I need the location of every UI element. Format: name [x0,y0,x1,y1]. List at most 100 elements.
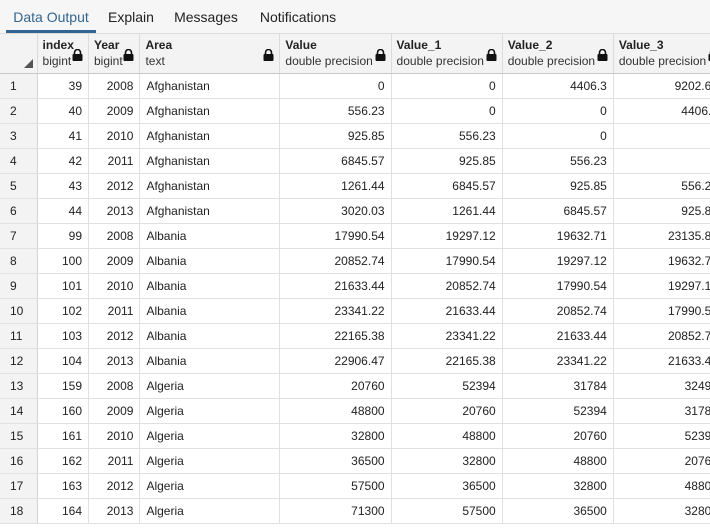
column-header-value-2[interactable]: Value_2 double precision [502,34,614,74]
table-row[interactable]: 131592008Algeria20760523943178432499 [0,373,710,399]
table-cell[interactable]: 2011 [88,148,141,174]
table-cell[interactable]: 36500 [502,498,614,524]
table-cell[interactable]: 21633.44 [391,298,503,324]
table-cell[interactable]: 0 [613,123,710,149]
table-cell[interactable]: Albania [139,223,281,249]
table-row[interactable]: 8 100 2009 Albania 20852.74 17990.54 19297.12 1… [0,248,710,274]
table-cell[interactable]: 3020.03 [279,198,392,224]
table-cell[interactable]: 100 [37,248,90,274]
table-cell[interactable]: 57500 [279,473,392,499]
table-cell[interactable]: 41 [37,123,90,149]
table-cell[interactable]: 31784 [502,373,614,399]
table-row[interactable]: 5 43 2012 Afghanistan 1261.44 6845.57 925.85 55… [0,173,710,199]
table-cell[interactable]: 22906.47 [279,348,392,374]
table-cell[interactable]: Algeria [139,498,281,524]
table-cell[interactable]: 6845.57 [502,198,614,224]
table-cell[interactable]: 19297.12 [391,223,503,249]
table-cell[interactable]: 21633.44 [613,348,710,374]
table-cell[interactable]: 20760 [279,373,392,399]
table-cell[interactable]: 48800 [613,473,710,499]
table-cell[interactable]: 2011 [88,298,141,324]
table-cell[interactable]: Afghanistan [139,198,281,224]
table-row[interactable]: 12 104 2013 Albania 22906.47 22165.38 23341.22… [0,348,710,374]
table-cell[interactable]: 20852.74 [391,273,503,299]
table-cell[interactable]: 0 [613,148,710,174]
table-cell[interactable]: 48800 [391,423,503,449]
table-cell[interactable]: 2012 [88,173,141,199]
table-cell[interactable]: 2008 [88,373,141,399]
table-cell[interactable]: 2009 [88,398,141,424]
table-cell[interactable]: 6845.57 [279,148,392,174]
table-cell[interactable]: 20760 [391,398,503,424]
table-cell[interactable]: 164 [37,498,90,524]
table-cell[interactable]: 19632.71 [613,248,710,274]
table-cell[interactable]: 2013 [88,348,141,374]
table-cell[interactable]: 101 [37,273,90,299]
table-cell[interactable]: 20760 [502,423,614,449]
table-cell[interactable]: 4406.3 [502,73,614,99]
table-cell[interactable]: Algeria [139,373,281,399]
table-row[interactable]: 7 99 2008 Albania 17990.54 19297.12 19632.71 23… [0,223,710,249]
table-cell[interactable]: Algeria [139,423,281,449]
table-cell[interactable]: 102 [37,298,90,324]
column-header-area[interactable]: Area text [139,34,281,74]
table-cell[interactable]: 32800 [613,498,710,524]
table-cell[interactable]: Albania [139,348,281,374]
table-cell[interactable]: 21633.44 [502,323,614,349]
table-cell[interactable]: 556.23 [502,148,614,174]
table-row[interactable]: 161622011Algeria36500328004880020760 [0,448,710,474]
column-header-value-3[interactable]: Value_3 double precision [613,34,710,74]
table-cell[interactable]: 0 [502,98,614,124]
column-header-value-1[interactable]: Value_1 double precision [391,34,503,74]
table-cell[interactable]: 103 [37,323,90,349]
table-cell[interactable]: 0 [279,73,392,99]
row-number[interactable]: 3 [0,123,38,149]
column-header-year[interactable]: Year bigint [88,34,141,74]
row-number[interactable]: 18 [0,498,38,524]
row-number[interactable]: 11 [0,323,38,349]
table-cell[interactable]: Albania [139,298,281,324]
table-cell[interactable]: 556.23 [391,123,503,149]
table-cell[interactable]: 2008 [88,223,141,249]
table-cell[interactable]: 71300 [279,498,392,524]
table-cell[interactable]: 32800 [279,423,392,449]
table-cell[interactable]: 0 [391,98,503,124]
table-cell[interactable]: 17990.54 [391,248,503,274]
table-cell[interactable]: 19297.12 [613,273,710,299]
table-cell[interactable]: 162 [37,448,90,474]
table-cell[interactable]: 19297.12 [502,248,614,274]
row-number[interactable]: 4 [0,148,38,174]
row-number[interactable]: 15 [0,423,38,449]
table-cell[interactable]: 2012 [88,473,141,499]
table-cell[interactable]: Algeria [139,473,281,499]
row-number[interactable]: 14 [0,398,38,424]
table-cell[interactable]: 556.23 [279,98,392,124]
table-cell[interactable]: Afghanistan [139,173,281,199]
table-row[interactable]: 151612010Algeria32800488002076052394 [0,423,710,449]
row-number[interactable]: 6 [0,198,38,224]
table-cell[interactable]: 17990.54 [613,298,710,324]
tab-explain[interactable]: Explain [108,9,154,25]
table-cell[interactable]: 160 [37,398,90,424]
table-cell[interactable]: 0 [502,123,614,149]
table-cell[interactable]: 17990.54 [279,223,392,249]
table-cell[interactable]: 22165.38 [279,323,392,349]
table-cell[interactable]: Afghanistan [139,148,281,174]
row-number[interactable]: 16 [0,448,38,474]
select-all-corner[interactable] [0,34,38,74]
table-cell[interactable]: 23341.22 [391,323,503,349]
table-cell[interactable]: Afghanistan [139,98,281,124]
table-row[interactable]: 11 103 2012 Albania 22165.38 23341.22 21633.44… [0,323,710,349]
row-number[interactable]: 7 [0,223,38,249]
column-header-value[interactable]: Value double precision [279,34,392,74]
tab-notifications[interactable]: Notifications [259,9,337,25]
table-cell[interactable]: 36500 [279,448,392,474]
table-cell[interactable]: 57500 [391,498,503,524]
table-cell[interactable]: 2009 [88,98,141,124]
table-cell[interactable]: 23341.22 [502,348,614,374]
table-cell[interactable]: 925.85 [502,173,614,199]
